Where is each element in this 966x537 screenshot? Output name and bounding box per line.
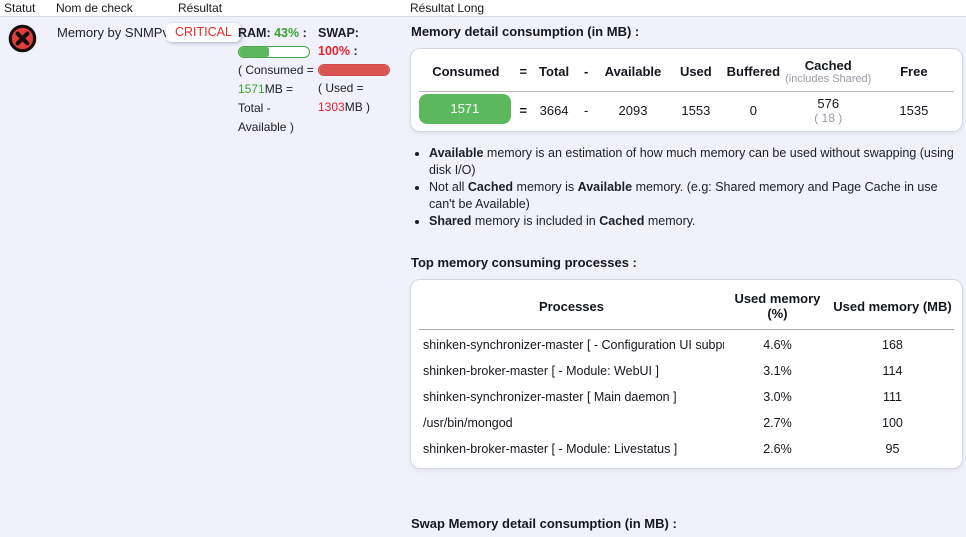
top-processes-table: Processes Used memory (%) Used memory (M… [419, 280, 954, 468]
value-total: 3664 [539, 102, 569, 118]
value-cached-main: 576 [817, 96, 840, 111]
check-name: Memory by SNMPv3 [57, 25, 177, 40]
swap-progress-bar [318, 64, 390, 76]
swap-progress-fill [319, 65, 389, 75]
memory-detail-title: Memory detail consumption (in MB) : [411, 24, 640, 39]
memory-notes-list: Available memory is an estimation of how… [418, 145, 963, 230]
ram-label: RAM: 43% : [238, 26, 307, 40]
ram-caption: ( Consumed = 1571MB = Total - Available … [238, 63, 314, 134]
column-header-resultat-long: Résultat Long [410, 1, 485, 15]
process-row: shinken-broker-master [ - Module: WebUI … [419, 358, 954, 384]
header-free: Free [873, 49, 954, 92]
header-used: Used [667, 49, 724, 92]
value-minus: - [584, 102, 589, 118]
status-badge: CRITICAL [166, 23, 241, 42]
critical-cross-icon [8, 24, 37, 53]
top-processes-card: Processes Used memory (%) Used memory (M… [410, 279, 963, 469]
swap-detail-title: Swap Memory detail consumption (in MB) : [411, 516, 677, 531]
note-available: Available memory is an estimation of how… [429, 145, 963, 179]
process-mb: 111 [882, 390, 902, 404]
swap-caption: ( Used = 1303MB ) [318, 81, 371, 114]
column-header-resultat: Résultat [178, 1, 223, 15]
process-mb: 168 [882, 338, 903, 352]
header-equals: = [512, 49, 535, 92]
header-cached-label: Cached [804, 58, 852, 73]
value-cached-shared: ( 18 ) [814, 111, 843, 125]
swap-label: SWAP: 100% : [318, 26, 359, 58]
process-name: shinken-synchronizer-master [ - Configur… [423, 338, 724, 352]
top-processes-title: Top memory consuming processes : [411, 255, 637, 270]
process-pct: 2.7% [763, 416, 792, 430]
value-free: 1535 [899, 102, 929, 118]
process-row: shinken-synchronizer-master [ Main daemo… [419, 384, 954, 410]
header-used-memory-pct: Used memory (%) [723, 280, 831, 330]
header-total: Total [534, 49, 575, 92]
process-row: shinken-broker-master [ - Module: Livest… [419, 436, 954, 468]
value-equals: = [519, 102, 528, 118]
header-cached: Cached (includes Shared) [782, 49, 874, 92]
process-row: /usr/bin/mongod 2.7% 100 [419, 410, 954, 436]
memory-detail-table: Consumed = Total - Available Used Buffer… [419, 49, 954, 131]
note-cached: Not all Cached memory is Available memor… [429, 179, 963, 213]
value-buffered: 0 [749, 102, 757, 118]
process-name: shinken-synchronizer-master [ Main daemo… [423, 390, 677, 404]
processes-header-row: Processes Used memory (%) Used memory (M… [419, 280, 954, 330]
value-cached: 576 ( 18 ) [783, 92, 874, 132]
column-header-statut: Statut [4, 1, 36, 15]
header-cached-sub: (includes Shared) [785, 73, 872, 85]
memory-detail-card: Consumed = Total - Available Used Buffer… [410, 48, 963, 132]
value-used: 1553 [681, 102, 711, 118]
column-header-nom-de-check: Nom de check [56, 1, 133, 15]
header-processes: Processes [419, 280, 724, 330]
process-row: shinken-synchronizer-master [ - Configur… [419, 330, 954, 359]
process-mb: 114 [882, 364, 903, 378]
header-consumed: Consumed [419, 49, 513, 92]
header-buffered: Buffered [723, 49, 783, 92]
process-mb: 95 [885, 442, 900, 456]
process-mb: 100 [882, 416, 903, 430]
ram-progress-bar [238, 46, 310, 58]
process-pct: 4.6% [763, 338, 792, 352]
process-pct: 2.6% [763, 442, 792, 456]
process-pct: 3.0% [763, 390, 792, 404]
swap-result-block: SWAP: 100% : ( Used = 1303MB ) [318, 24, 392, 117]
process-name: shinken-broker-master [ - Module: Livest… [423, 442, 678, 456]
header-available: Available [598, 49, 668, 92]
header-minus: - [574, 49, 599, 92]
process-name: /usr/bin/mongod [423, 416, 513, 430]
header-used-memory-mb: Used memory (MB) [830, 280, 954, 330]
long-result-pane: Memory detail consumption (in MB) : Cons… [410, 17, 963, 537]
value-available: 2093 [618, 102, 648, 118]
note-shared: Shared memory is included in Cached memo… [429, 213, 963, 230]
ram-progress-fill [239, 47, 270, 57]
process-pct: 3.1% [763, 364, 792, 378]
consumed-value-bar: 1571 [419, 93, 511, 124]
memory-table-value-row: 1571 = 3664 - 2093 1553 0 576 ( 18 ) 153… [419, 92, 954, 132]
consumed-bar-cell: 1571 [419, 92, 513, 132]
ram-result-block: RAM: 43% : ( Consumed = 1571MB = Total -… [238, 24, 315, 137]
list-header: Statut Nom de check Résultat Résultat Lo… [0, 0, 966, 17]
memory-table-header-row: Consumed = Total - Available Used Buffer… [419, 49, 954, 92]
process-name: shinken-broker-master [ - Module: WebUI … [423, 364, 659, 378]
